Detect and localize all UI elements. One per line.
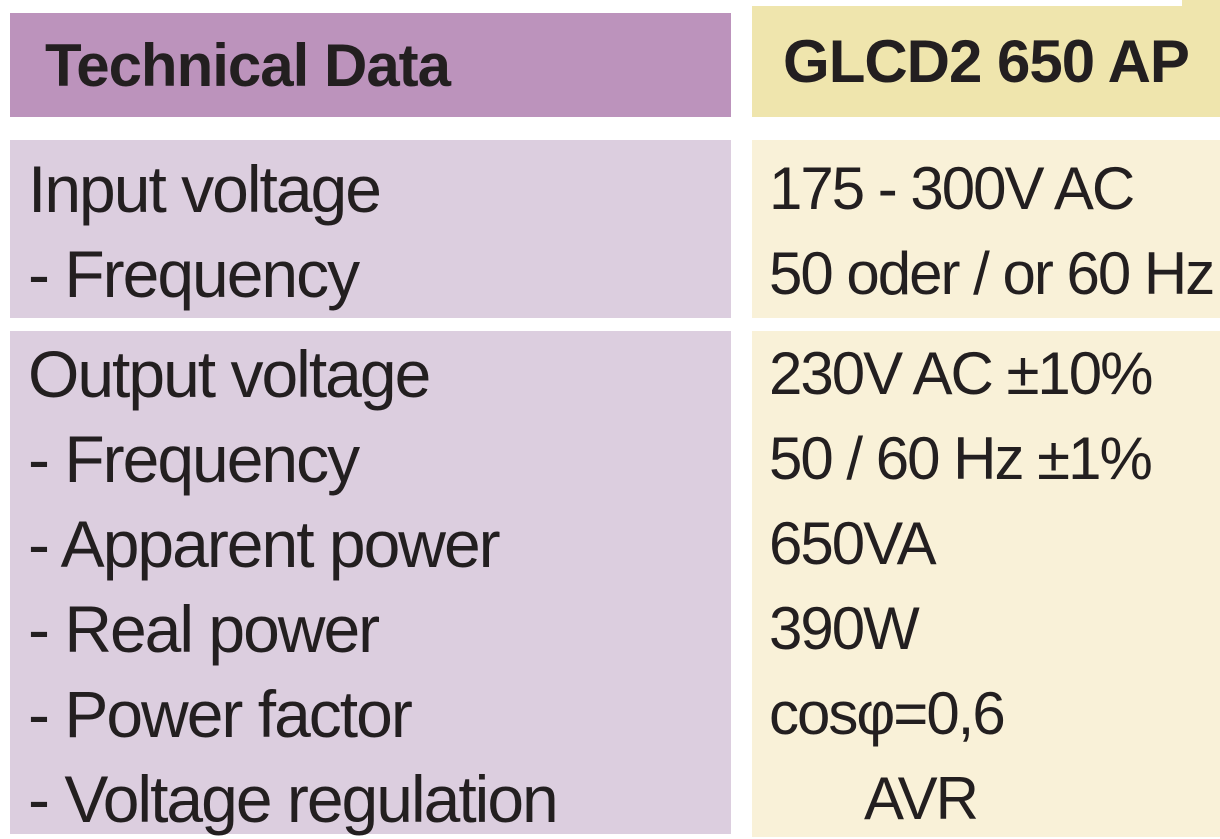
header-cell-model: GLCD2 650 AP xyxy=(752,0,1220,117)
spec-value: cosφ=0,6 xyxy=(769,680,1006,747)
header-cell-technical-data: Technical Data xyxy=(10,13,731,117)
input-spec-values: 175 - 300V AC 50 oder / or 60 Hz xyxy=(752,140,1220,318)
output-spec-values: 230V AC ±10% 50 / 60 Hz ±1% 650VA 390W c… xyxy=(752,331,1220,837)
spec-value: AVR xyxy=(864,765,979,832)
spec-label: Input voltage xyxy=(28,151,382,226)
spec-label: - Voltage regulation xyxy=(28,761,559,836)
spec-label: - Power factor xyxy=(28,676,413,751)
spec-label: - Frequency xyxy=(28,236,360,311)
spec-value: 175 - 300V AC xyxy=(769,155,1135,222)
input-spec-labels: Input voltage - Frequency xyxy=(10,140,731,318)
spec-value: 390W xyxy=(769,595,920,662)
spec-label: - Apparent power xyxy=(28,506,501,581)
spec-label: - Frequency xyxy=(28,421,360,496)
table-title: Technical Data xyxy=(45,31,451,99)
output-spec-labels: Output voltage - Frequency - Apparent po… xyxy=(10,331,731,836)
spec-value: 230V AC ±10% xyxy=(769,340,1154,407)
model-name: GLCD2 650 AP xyxy=(783,28,1190,95)
spec-value: 650VA xyxy=(769,510,937,577)
spec-label: Output voltage xyxy=(28,336,431,411)
spec-value: 50 / 60 Hz ±1% xyxy=(769,425,1153,492)
spec-value: 50 oder / or 60 Hz xyxy=(769,240,1215,307)
spec-label: - Real power xyxy=(28,591,380,666)
